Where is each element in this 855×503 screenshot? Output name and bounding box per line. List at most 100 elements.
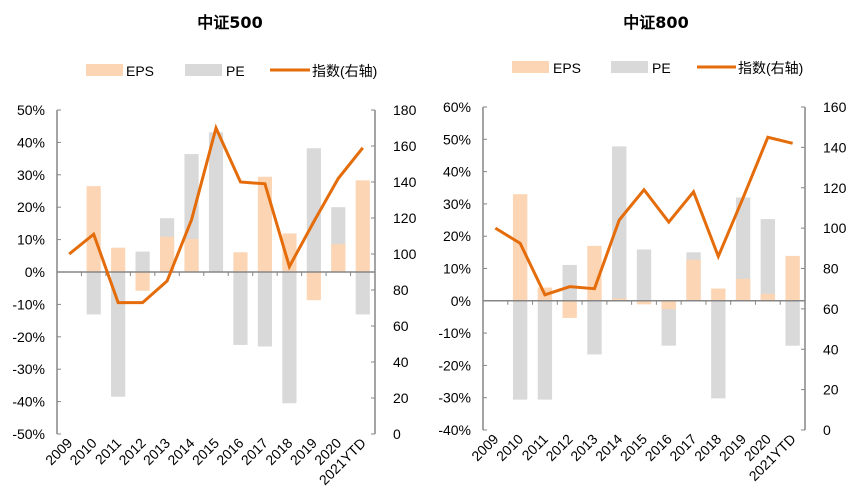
- y-left-tick-label: -10%: [438, 325, 471, 341]
- bar-pe-2016: [233, 272, 248, 345]
- bar-eps-2015: [636, 300, 652, 305]
- y-left-tick-label: 40%: [443, 164, 471, 180]
- legend-swatch-pe: [185, 64, 222, 76]
- y-right-tick-label: 80: [393, 282, 409, 298]
- y-left-tick-label: 40%: [17, 134, 45, 150]
- x-tick-label: 2016: [642, 431, 675, 464]
- bar-eps-2012: [135, 272, 150, 291]
- y-right-tick-label: 60: [823, 301, 839, 317]
- chart-title: 中证500: [197, 13, 262, 32]
- y-left-tick-label: -10%: [12, 296, 45, 312]
- x-tick-label: 2017: [238, 435, 271, 468]
- y-right-tick-label: 100: [823, 220, 847, 236]
- bar-pe-2021YTD: [785, 300, 800, 346]
- y-left-tick-label: 30%: [17, 167, 45, 183]
- y-right-tick-label: 140: [823, 139, 847, 155]
- x-tick-label: 2011: [92, 435, 125, 468]
- x-tick-label: 2013: [140, 435, 173, 468]
- y-right-tick-label: 80: [823, 261, 839, 277]
- x-tick-label: 2017: [666, 431, 699, 464]
- legend-label-eps: EPS: [126, 63, 154, 79]
- x-tick-label: 2011: [518, 431, 551, 464]
- y-right-tick-label: 20: [823, 382, 839, 398]
- y-right-tick-label: 100: [393, 246, 417, 262]
- legend: EPS PE 指数(右轴): [86, 63, 377, 79]
- y-right-tick-label: 140: [393, 174, 417, 190]
- x-tick-label: 2009: [468, 431, 501, 464]
- bar-eps-2020: [331, 244, 346, 272]
- y-left-tick-label: 0%: [451, 293, 471, 309]
- bar-pe-2010: [86, 272, 101, 315]
- y-left-tick-label: 10%: [17, 232, 45, 248]
- y-left-tick-label: 20%: [17, 199, 45, 215]
- bar-pe-2019: [306, 148, 321, 272]
- bar-eps-2016: [233, 252, 248, 272]
- bar-eps-2020: [760, 293, 776, 301]
- legend-swatch-eps: [512, 61, 549, 73]
- x-tick-label: 2012: [115, 435, 148, 468]
- y-left-tick-label: -20%: [438, 357, 471, 373]
- x-tick-label: 2015: [617, 431, 650, 464]
- bar-pe-2011: [537, 300, 553, 400]
- bar-eps-2014: [184, 238, 199, 272]
- y-right-tick-label: 120: [393, 210, 417, 226]
- x-tick-label: 2009: [42, 435, 75, 468]
- y-left-tick-label: -40%: [438, 422, 471, 438]
- bar-pe-2021YTD: [355, 272, 370, 315]
- y-left-tick-label: -30%: [438, 390, 471, 406]
- bar-eps-2011: [111, 247, 126, 272]
- y-left-tick-label: -20%: [12, 329, 45, 345]
- bar-eps-2013: [159, 236, 175, 272]
- chart-csi500: 中证500 EPS PE 指数(右轴) -50% -40% -30% -20% -10%…: [12, 13, 416, 488]
- x-tick-label: 2019: [716, 431, 749, 464]
- x-tick-label: 2012: [542, 431, 575, 464]
- chart-title: 中证800: [623, 13, 688, 32]
- legend: EPS PE 指数(右轴): [512, 60, 803, 76]
- x-tick-label: 2013: [567, 431, 600, 464]
- y-right-tick-label: 20: [393, 390, 409, 406]
- legend-swatch-pe: [611, 61, 648, 73]
- y-right-tick-label: 160: [823, 99, 847, 115]
- plot-area: -40% -30% -20% -10% 0% 10% 20% 30% 40% 50% 60% 0 20 4…: [438, 99, 846, 484]
- y-right-tick-label: 180: [393, 102, 417, 118]
- bar-eps-2019: [306, 272, 321, 301]
- x-tick-label: 2018: [262, 435, 295, 468]
- bar-pe-2015: [636, 249, 652, 301]
- bar-pe-2012: [562, 264, 577, 301]
- y-right-tick-label: 40: [823, 341, 839, 357]
- bar-eps-2019: [735, 278, 751, 301]
- bar-pe-2010: [512, 300, 528, 400]
- bar-eps-2017: [257, 176, 273, 272]
- bar-pe-2013: [587, 300, 602, 355]
- x-tick-label: 2015: [189, 435, 222, 468]
- bar-eps-2014: [612, 298, 627, 301]
- bar-eps-2018: [711, 288, 726, 301]
- y-left-tick-label: 0%: [25, 264, 45, 280]
- y-right-tick-label: 0: [393, 426, 401, 442]
- bar-eps-2021YTD: [355, 180, 370, 272]
- bar-pe-2016: [661, 300, 676, 346]
- y-left-tick-label: 30%: [443, 196, 471, 212]
- x-tick-label: 2010: [493, 431, 526, 464]
- legend-label-eps: EPS: [553, 60, 581, 76]
- bar-eps-2017: [686, 259, 701, 301]
- x-tick-label: 2019: [287, 435, 320, 468]
- y-left-tick-label: 10%: [443, 261, 471, 277]
- bar-eps-2010: [86, 186, 101, 272]
- legend-swatch-eps: [86, 64, 123, 76]
- x-tick-label: 2010: [66, 435, 99, 468]
- x-tick-label: 2018: [691, 431, 724, 464]
- bar-pe-2012: [135, 251, 150, 272]
- y-left-tick-label: 50%: [443, 131, 471, 147]
- y-left-tick-label: -40%: [12, 394, 45, 410]
- bar-pe-2019: [735, 197, 751, 301]
- y-left-tick-label: 20%: [443, 228, 471, 244]
- y-right-tick-label: 40: [393, 354, 409, 370]
- bar-eps-2021YTD: [785, 255, 800, 301]
- y-left-tick-label: -30%: [12, 361, 45, 377]
- plot-area: -50% -40% -30% -20% -10% 0% 10% 20% 30% 40% 50% 0 20…: [12, 102, 416, 488]
- y-left-tick-label: -50%: [12, 426, 45, 442]
- bar-eps-2010: [512, 194, 528, 301]
- legend-label-pe: PE: [652, 60, 671, 76]
